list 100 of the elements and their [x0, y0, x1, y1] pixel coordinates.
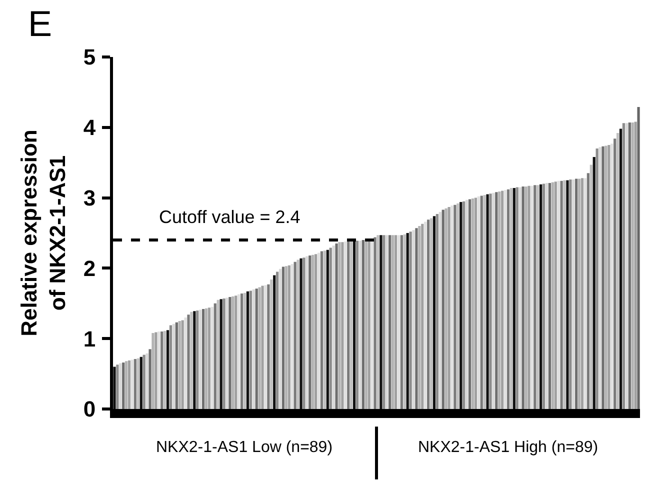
- bar: [614, 138, 616, 409]
- bar: [516, 187, 518, 409]
- bar: [261, 286, 264, 409]
- bar: [394, 235, 398, 409]
- bar: [270, 279, 273, 409]
- bar: [284, 266, 288, 409]
- bar: [216, 300, 220, 409]
- y-axis-title: Relative expression of NKX2-1-AS1: [16, 130, 70, 336]
- bar: [190, 312, 193, 409]
- bar: [421, 224, 424, 409]
- bar: [397, 235, 400, 409]
- bar: [540, 184, 542, 409]
- bar: [380, 235, 382, 409]
- bar: [358, 240, 362, 409]
- bar: [220, 299, 222, 409]
- bar: [154, 332, 158, 409]
- text: NKX2-1-AS1 High (n=89): [418, 439, 598, 456]
- bar: [243, 292, 246, 409]
- bar: [142, 354, 146, 409]
- bar: [128, 360, 131, 409]
- bar: [498, 191, 501, 409]
- bar: [119, 363, 122, 409]
- bar: [332, 246, 335, 409]
- bar: [528, 186, 530, 409]
- bar: [430, 218, 433, 409]
- bar: [504, 190, 507, 409]
- bar: [222, 298, 226, 409]
- bar: [456, 203, 460, 409]
- bar: [403, 234, 406, 409]
- bar: [246, 291, 250, 409]
- bar: [608, 145, 610, 409]
- bar: [575, 178, 578, 409]
- bar: [501, 190, 504, 409]
- y-tick-label: 2: [83, 256, 96, 281]
- bar: [442, 210, 444, 409]
- bar: [329, 248, 332, 409]
- bar: [592, 156, 596, 409]
- bar: [290, 264, 294, 409]
- bar: [468, 199, 472, 409]
- bar: [637, 106, 640, 409]
- bar: [294, 262, 296, 409]
- bar: [264, 285, 267, 409]
- bar: [448, 206, 450, 409]
- bar: [412, 230, 415, 409]
- bar: [276, 272, 279, 409]
- bar: [356, 240, 359, 409]
- bar: [406, 233, 409, 409]
- bar: [480, 196, 483, 409]
- bar: [444, 208, 448, 409]
- bar: [486, 194, 489, 409]
- y-tick-label: 5: [83, 44, 96, 70]
- bar: [557, 180, 560, 409]
- bar: [326, 250, 329, 409]
- bar: [563, 180, 566, 409]
- bar: [175, 322, 178, 409]
- bar: [578, 178, 581, 409]
- bar: [596, 148, 598, 409]
- bar: [273, 275, 276, 409]
- bar: [619, 128, 622, 409]
- bar: [590, 164, 592, 409]
- bar: [341, 242, 344, 409]
- bar: [240, 294, 244, 409]
- ref-line-label: Cutoff value = 2.4: [159, 207, 300, 227]
- bar: [534, 185, 536, 409]
- bar: [204, 308, 208, 409]
- bar: [196, 310, 199, 409]
- bar: [388, 235, 392, 409]
- bar: [551, 182, 554, 409]
- bar: [169, 325, 172, 409]
- bar: [518, 187, 522, 409]
- bar: [152, 332, 154, 409]
- bar: [569, 180, 572, 409]
- bar: [409, 232, 412, 409]
- bar: [580, 178, 584, 409]
- bar: [628, 122, 631, 409]
- bar: [524, 186, 528, 409]
- bar: [495, 192, 498, 409]
- bar: [622, 123, 626, 409]
- bar: [166, 330, 170, 409]
- y-tick-label: 0: [83, 396, 96, 422]
- bar: [427, 220, 430, 409]
- bar: [604, 146, 608, 409]
- bar: [347, 241, 350, 409]
- bar: [572, 180, 575, 409]
- y-tick-label: 4: [83, 115, 96, 140]
- bar: [424, 222, 427, 409]
- bar: [320, 251, 324, 409]
- bar: [308, 256, 312, 409]
- bar: [302, 258, 306, 409]
- bar: [184, 317, 187, 409]
- bar: [312, 254, 314, 409]
- bar: [344, 241, 347, 409]
- bar: [140, 356, 142, 409]
- bar: [471, 198, 474, 409]
- y-tick-label: 3: [83, 186, 96, 210]
- bar: [489, 194, 492, 409]
- text: E: [28, 3, 52, 44]
- bar: [466, 200, 468, 409]
- bar: [376, 235, 380, 409]
- bar: [474, 198, 477, 409]
